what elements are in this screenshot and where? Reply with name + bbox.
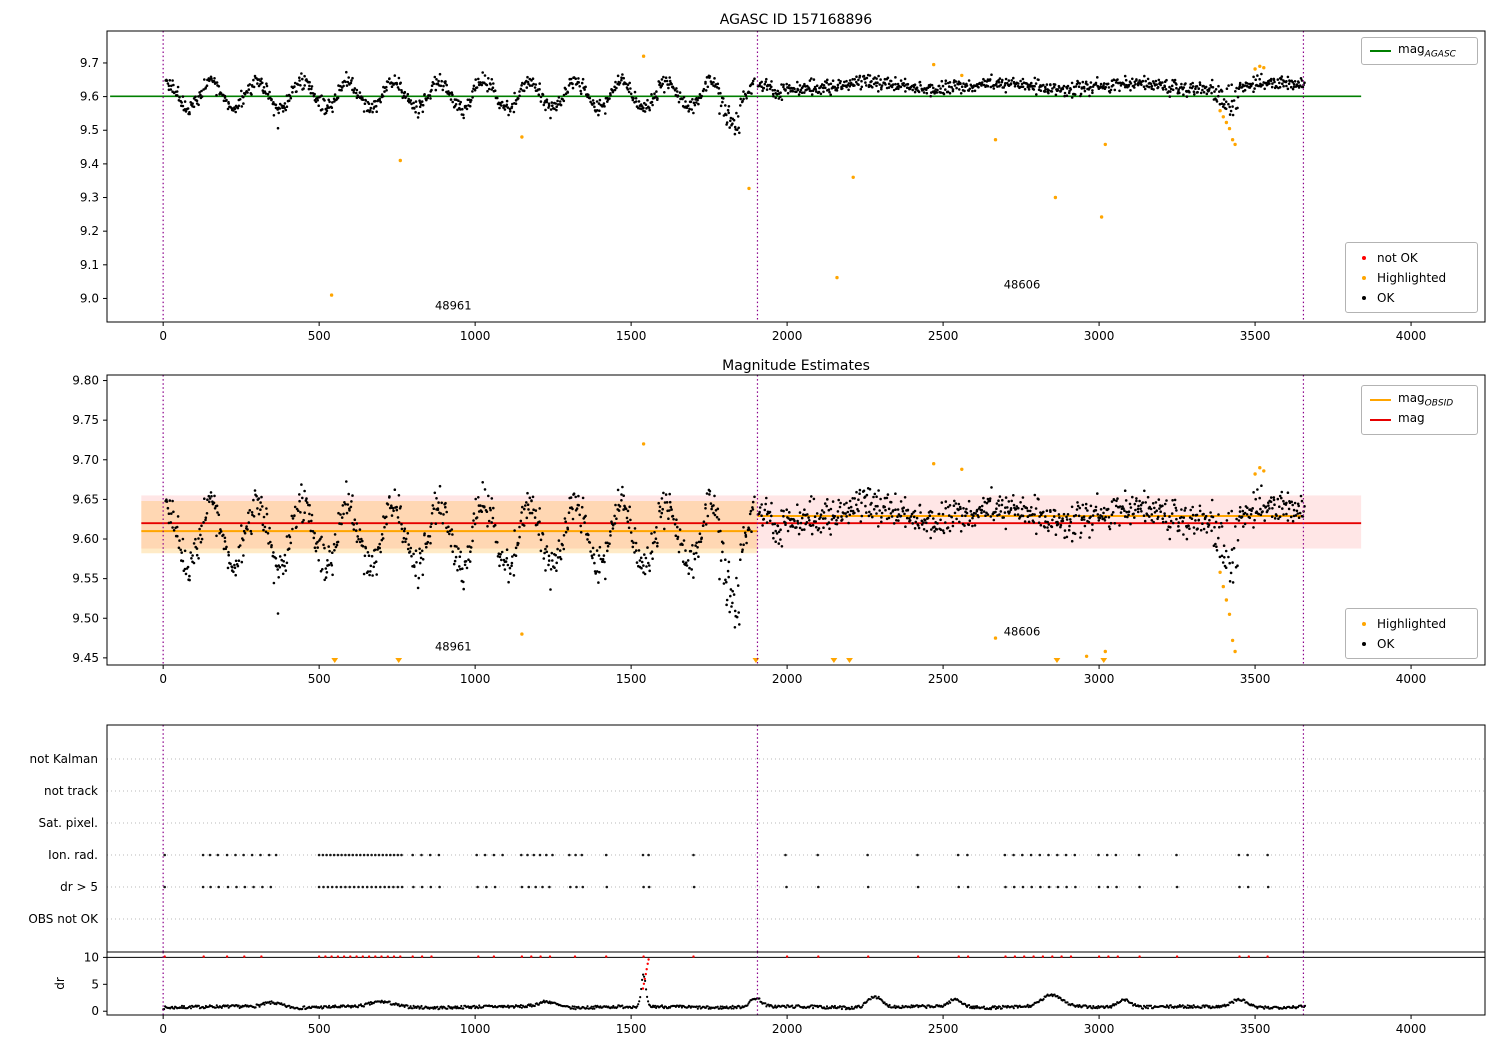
svg-text:9.65: 9.65 <box>72 492 99 506</box>
svg-text:9.70: 9.70 <box>72 453 99 467</box>
svg-text:9.45: 9.45 <box>72 651 99 665</box>
svg-text:0: 0 <box>91 1004 99 1018</box>
highlighted-marker-swatch <box>1362 621 1366 626</box>
plot1-title: AGASC ID 157168896 <box>719 12 873 28</box>
legend-p1-lines: magAGASC <box>1361 37 1478 65</box>
svg-text:0: 0 <box>159 329 167 343</box>
svg-text:1000: 1000 <box>460 329 491 343</box>
svg-text:1500: 1500 <box>616 672 647 686</box>
mag-obsid-line-swatch <box>1370 399 1391 401</box>
legend-label: mag <box>1398 411 1425 426</box>
svg-text:1500: 1500 <box>616 329 647 343</box>
svg-text:3500: 3500 <box>1240 1022 1271 1036</box>
svg-text:dr: dr <box>53 977 67 990</box>
plot2-axes: 48961 48606 0 500 1000 1500 2000 2500 3000 3500 40… <box>72 374 1486 686</box>
legend-item-ok: OK <box>1354 288 1469 308</box>
svg-text:9.2: 9.2 <box>80 224 99 238</box>
svg-text:2500: 2500 <box>928 329 959 343</box>
svg-text:0: 0 <box>159 672 167 686</box>
mag-agasc-line-swatch <box>1370 50 1391 52</box>
svg-text:9.1: 9.1 <box>80 258 99 272</box>
legend-p1-markers: not OK Highlighted OK <box>1345 242 1478 313</box>
svg-text:9.5: 9.5 <box>80 123 99 137</box>
legend-item-mag-obsid: magOBSID <box>1370 390 1469 410</box>
legend-label: OK <box>1377 290 1395 305</box>
svg-text:500: 500 <box>308 329 331 343</box>
svg-text:3000: 3000 <box>1084 672 1115 686</box>
svg-text:9.55: 9.55 <box>72 572 99 586</box>
svg-text:3000: 3000 <box>1084 1022 1115 1036</box>
svg-text:1500: 1500 <box>616 1022 647 1036</box>
flags-axes: not Kalman not track Sat. pixel. Ion. rad. d… <box>28 724 1486 953</box>
legend-item-not-ok: not OK <box>1354 248 1469 268</box>
svg-text:3000: 3000 <box>1084 329 1115 343</box>
svg-text:500: 500 <box>308 1022 331 1036</box>
legend-item-mag-agasc: magAGASC <box>1370 41 1469 61</box>
legend-item-highlighted: Highlighted <box>1354 268 1469 288</box>
svg-text:9.0: 9.0 <box>80 291 99 305</box>
legend-item-ok: OK <box>1354 634 1469 654</box>
svg-text:Sat. pixel.: Sat. pixel. <box>38 816 98 830</box>
svg-text:9.3: 9.3 <box>80 191 99 205</box>
svg-text:3500: 3500 <box>1240 672 1271 686</box>
svg-text:5: 5 <box>91 977 99 991</box>
svg-text:9.50: 9.50 <box>72 611 99 625</box>
svg-text:2000: 2000 <box>772 672 803 686</box>
svg-text:4000: 4000 <box>1396 329 1427 343</box>
legend-p2-lines: magOBSID mag <box>1361 385 1478 435</box>
svg-text:0: 0 <box>159 1022 167 1036</box>
svg-text:9.7: 9.7 <box>80 56 99 70</box>
legend-item-mag: mag <box>1370 410 1469 430</box>
svg-text:3500: 3500 <box>1240 329 1271 343</box>
svg-text:9.4: 9.4 <box>80 157 99 171</box>
svg-text:9.75: 9.75 <box>72 413 99 427</box>
legend-label: not OK <box>1377 250 1418 265</box>
highlighted-marker-swatch <box>1362 275 1366 280</box>
legend-label: magAGASC <box>1398 42 1456 60</box>
legend-label: magOBSID <box>1398 391 1454 409</box>
plot2-title: Magnitude Estimates <box>722 358 870 374</box>
svg-text:48606: 48606 <box>1004 625 1041 639</box>
svg-text:1000: 1000 <box>460 672 491 686</box>
svg-text:2000: 2000 <box>772 1022 803 1036</box>
svg-text:9.6: 9.6 <box>80 90 99 104</box>
svg-text:10: 10 <box>84 950 99 964</box>
legend-p2-markers: Highlighted OK <box>1345 608 1478 659</box>
svg-text:1000: 1000 <box>460 1022 491 1036</box>
svg-text:48961: 48961 <box>435 299 472 313</box>
svg-text:500: 500 <box>308 672 331 686</box>
ok-marker-swatch <box>1362 641 1366 646</box>
legend-item-highlighted: Highlighted <box>1354 614 1469 634</box>
plot1-axes: 48961 48606 0 500 1000 1500 2000 2500 3000 3500 40… <box>80 30 1486 343</box>
svg-text:48606: 48606 <box>1004 277 1041 291</box>
svg-text:9.80: 9.80 <box>72 374 99 388</box>
ok-marker-swatch <box>1362 295 1366 300</box>
not-ok-marker-swatch <box>1362 255 1366 260</box>
svg-text:not track: not track <box>44 784 98 798</box>
svg-text:2500: 2500 <box>928 1022 959 1036</box>
svg-text:2500: 2500 <box>928 672 959 686</box>
mag-line-swatch <box>1370 419 1391 421</box>
svg-text:not Kalman: not Kalman <box>30 752 98 766</box>
svg-text:9.60: 9.60 <box>72 532 99 546</box>
legend-label: Highlighted <box>1377 616 1447 631</box>
svg-text:48961: 48961 <box>435 640 472 654</box>
svg-text:dr > 5: dr > 5 <box>60 880 98 894</box>
svg-text:4000: 4000 <box>1396 1022 1427 1036</box>
svg-text:4000: 4000 <box>1396 672 1427 686</box>
svg-text:Ion. rad.: Ion. rad. <box>48 848 98 862</box>
legend-label: OK <box>1377 636 1395 651</box>
svg-text:OBS not OK: OBS not OK <box>28 912 99 926</box>
legend-label: Highlighted <box>1377 270 1447 285</box>
dr-axes: 0 500 1000 1500 2000 2500 3000 3500 4000 0 5 10 dr <box>53 950 1486 1036</box>
svg-text:2000: 2000 <box>772 329 803 343</box>
